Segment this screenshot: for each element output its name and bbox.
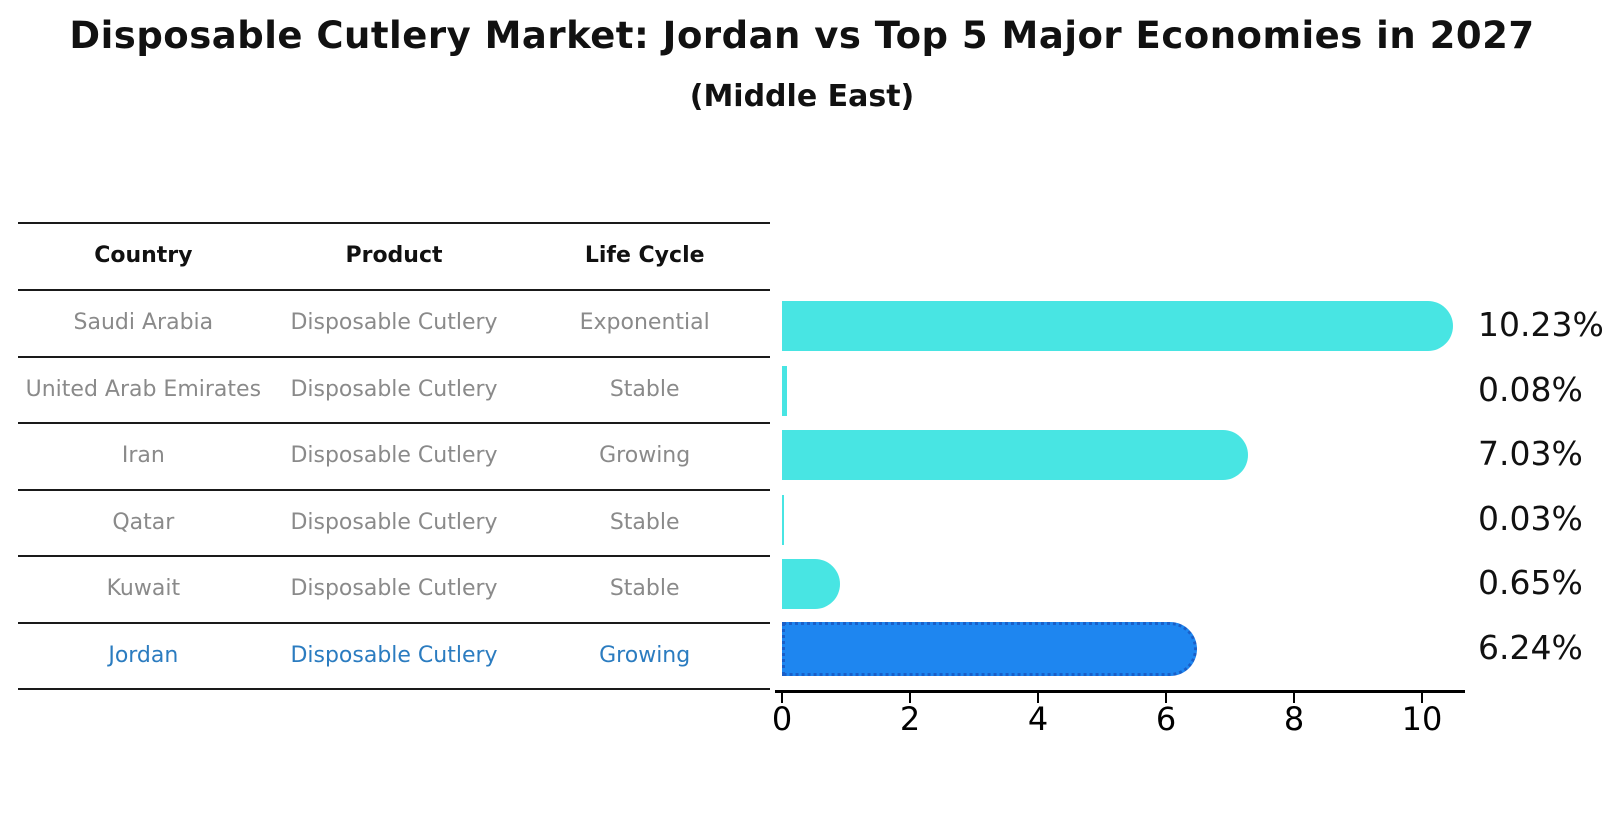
bar-highlight-jordan: [782, 621, 1198, 676]
x-axis-tick: [1165, 693, 1167, 703]
bar-united-arab-emirates: [782, 365, 788, 416]
x-axis-tick: [1293, 693, 1295, 703]
bar-value-label: 6.24%: [1478, 627, 1583, 667]
table-row: Iran Disposable Cutlery Growing: [18, 424, 770, 491]
table-cell: Stable: [609, 509, 680, 535]
table-cell: Disposable Cutlery: [290, 443, 498, 469]
table-cell: Growing: [599, 642, 691, 668]
chart-title: Disposable Cutlery Market: Jordan vs Top…: [69, 14, 1535, 57]
x-axis-tick: [1421, 693, 1423, 703]
table-cell: Jordan: [108, 642, 179, 668]
table-cell: Growing: [599, 443, 691, 469]
table-row: Jordan Disposable Cutlery Growing: [18, 624, 770, 690]
x-axis-tick: [909, 693, 911, 703]
x-axis-line: [775, 690, 1465, 693]
x-axis-tick: [781, 693, 783, 703]
x-axis-tick: [1037, 693, 1039, 703]
bar-iran: [782, 430, 1248, 480]
table-cell: Stable: [609, 376, 680, 402]
bar-value-label: 0.65%: [1478, 563, 1583, 602]
bar-qatar: [782, 494, 784, 545]
table-header-row: Country Product Life Cycle: [18, 224, 770, 291]
table-row: Kuwait Disposable Cutlery Stable: [18, 557, 770, 624]
table-cell: Disposable Cutlery: [290, 376, 498, 402]
table-cell: Kuwait: [106, 576, 181, 602]
country-table: Country Product Life Cycle Saudi Arabia Disp…: [18, 222, 770, 690]
table-row: Qatar Disposable Cutlery Stable: [18, 491, 770, 557]
bar-value-label: 10.23%: [1478, 305, 1604, 344]
table-header-cell: Life Cycle: [584, 243, 705, 269]
table-row: Saudi Arabia Disposable Cutlery Exponentia…: [18, 291, 770, 358]
bar-kuwait: [782, 559, 840, 609]
table-cell: Saudi Arabia: [73, 310, 214, 336]
table-cell: United Arab Emirates: [25, 376, 262, 402]
table-cell: Disposable Cutlery: [290, 642, 498, 668]
x-axis-tick-label: 10: [1401, 700, 1443, 738]
x-axis-tick-label: 2: [899, 700, 921, 738]
table-cell: Stable: [609, 576, 680, 602]
table-header-cell: Product: [345, 243, 443, 269]
table-cell: Iran: [121, 443, 165, 469]
bar-value-label: 0.08%: [1478, 369, 1583, 409]
x-axis-tick-label: 8: [1283, 700, 1305, 738]
x-axis-tick-label: 0: [771, 700, 793, 738]
bar-value-label: 7.03%: [1478, 434, 1583, 473]
table-header-cell: Country: [94, 243, 193, 269]
table-row: United Arab Emirates Disposable Cutlery St…: [18, 358, 770, 424]
chart-subtitle: (Middle East): [689, 79, 915, 114]
table-cell: Disposable Cutlery: [290, 576, 498, 602]
table-cell: Disposable Cutlery: [290, 310, 498, 336]
bar-value-label: 0.03%: [1478, 498, 1583, 538]
table-cell: Disposable Cutlery: [290, 509, 498, 535]
table-cell: Exponential: [579, 310, 710, 336]
table-cell: Qatar: [112, 509, 175, 535]
x-axis-tick-label: 4: [1027, 700, 1049, 738]
bar-saudi-arabia: [782, 301, 1453, 351]
x-axis-tick-label: 6: [1155, 700, 1177, 738]
